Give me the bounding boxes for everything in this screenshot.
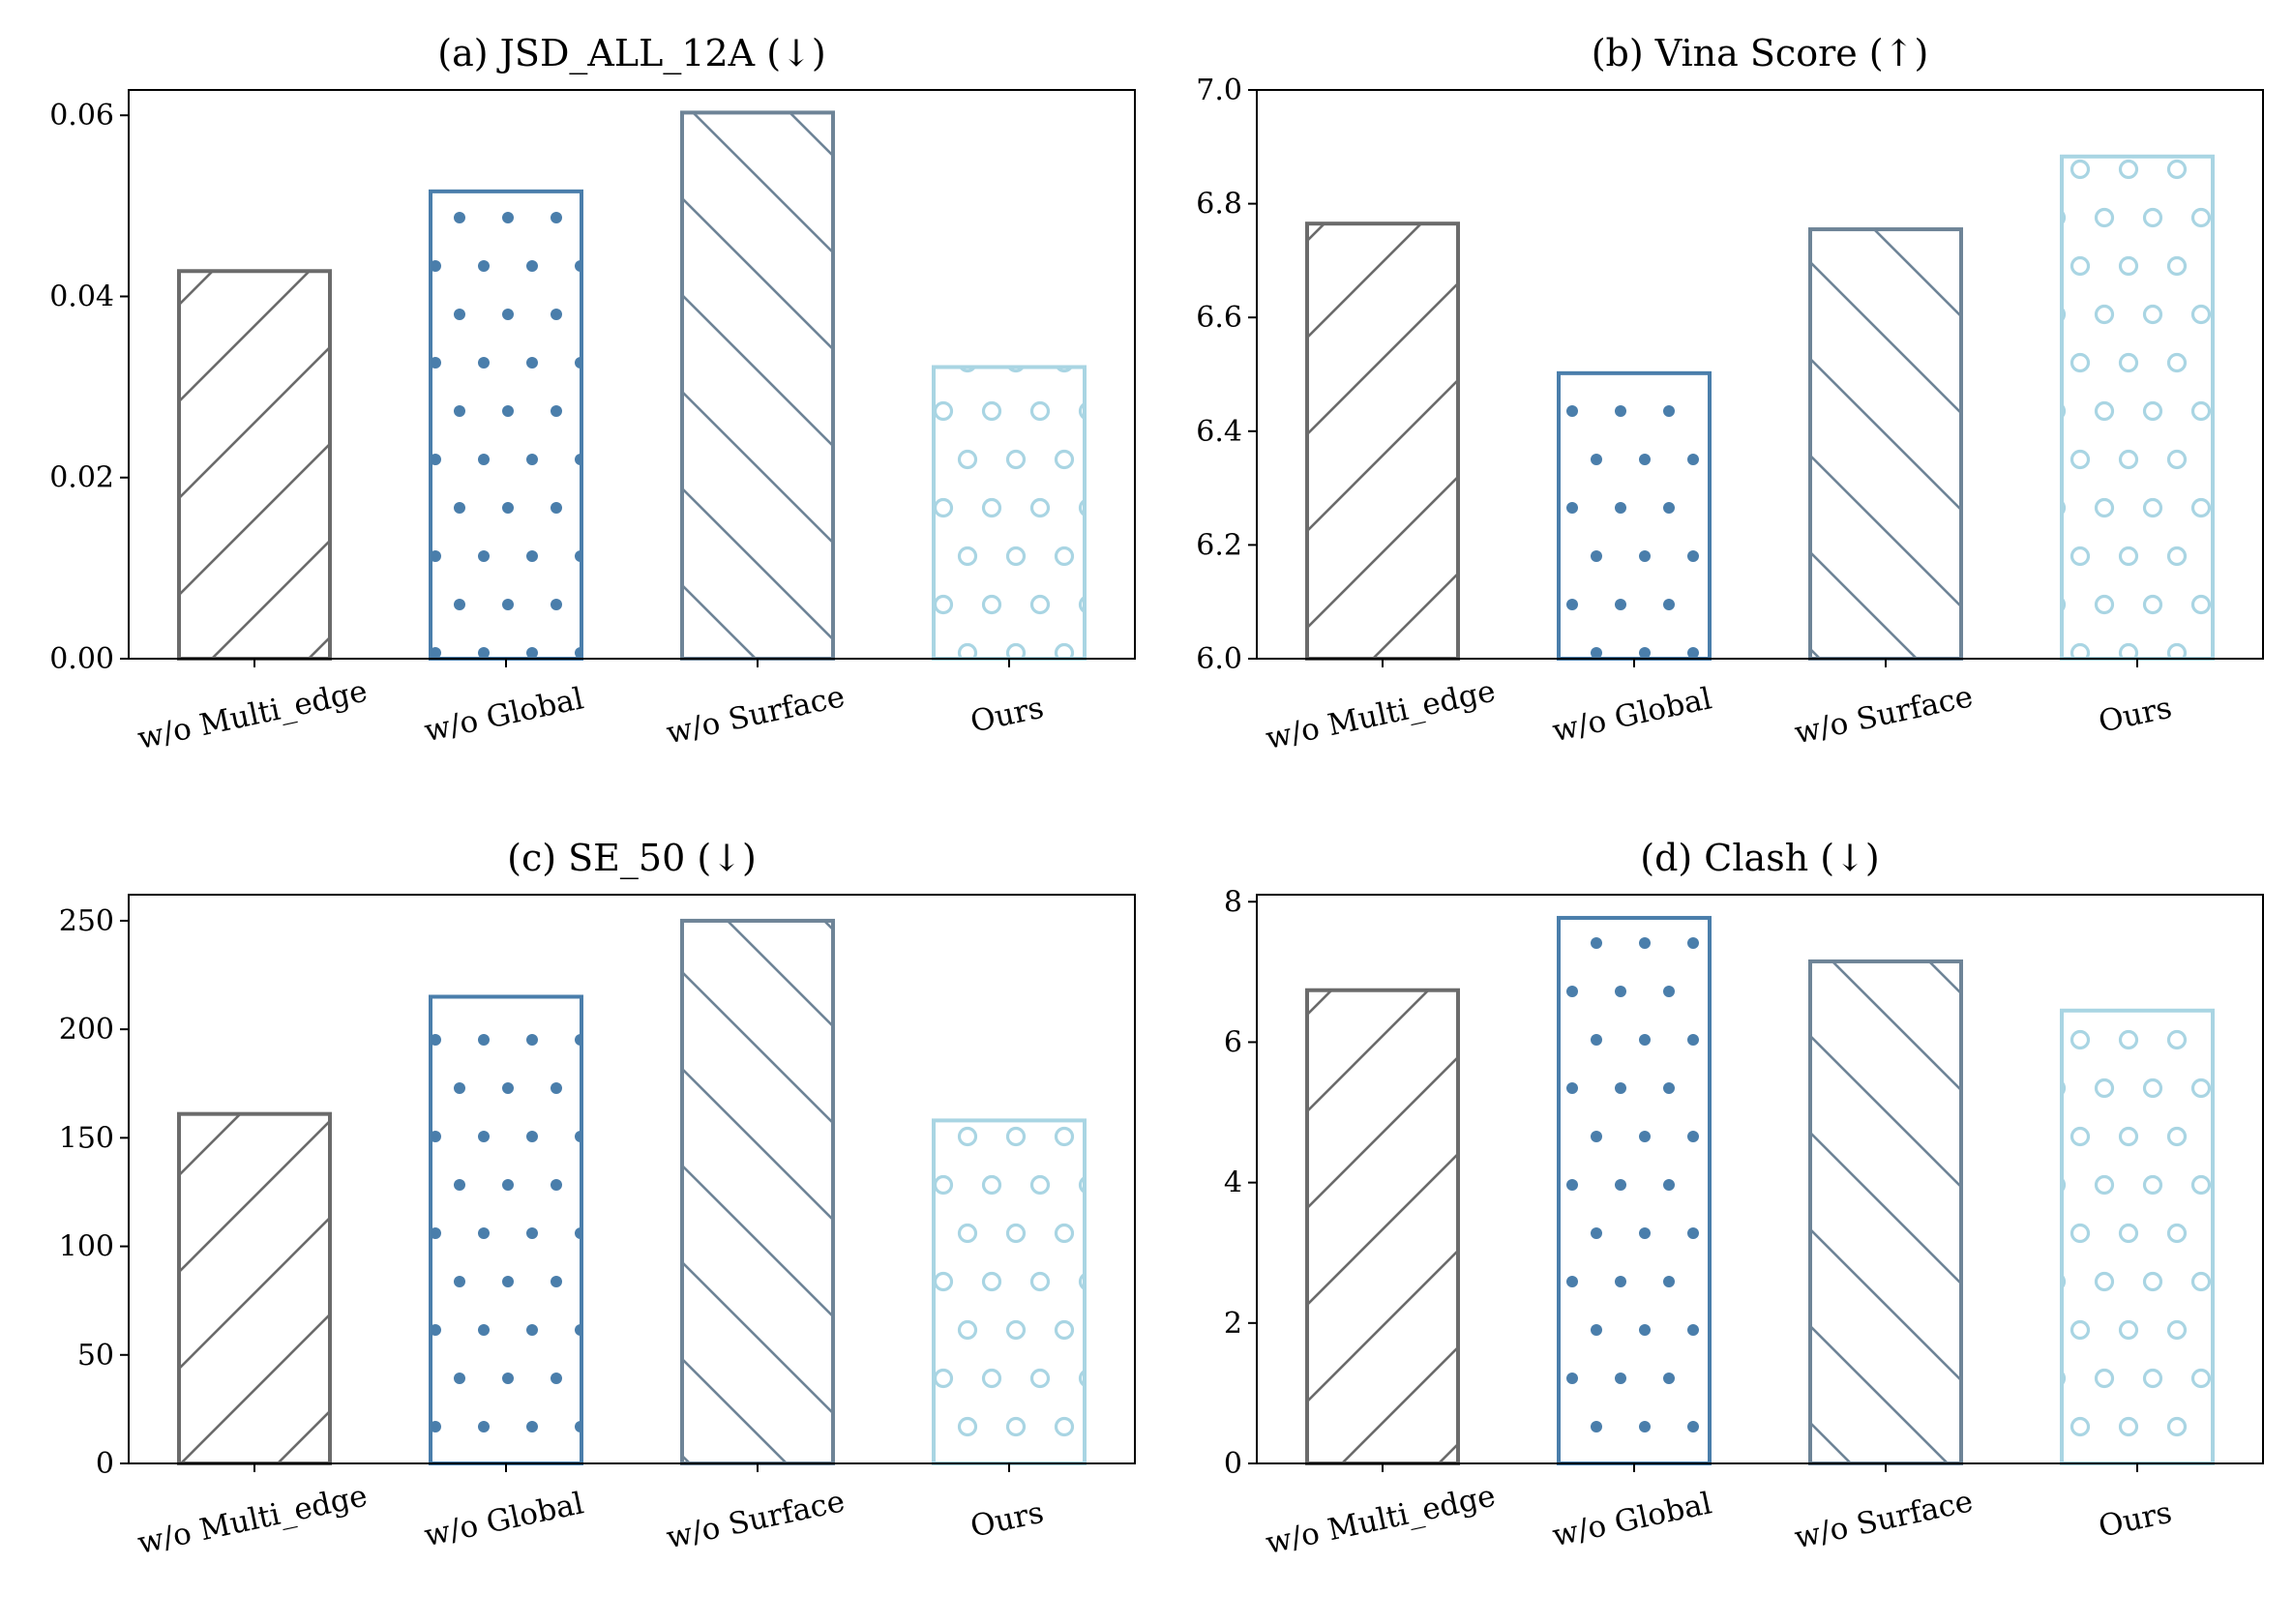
x-tick-label: w/o Surface [1792, 1484, 1977, 1555]
bars [1305, 154, 2215, 661]
bar-ours [932, 365, 1087, 661]
y-axis: 0.00 0.02 0.04 0.06 [49, 99, 129, 676]
y-tick-label: 6.4 [1196, 415, 1242, 449]
y-tick-label: 6.0 [1196, 642, 1242, 676]
x-axis: w/o Multi_edge w/o Global w/o Surface Ours [1263, 659, 2175, 756]
y-tick-label: 8 [1224, 885, 1242, 919]
y-tick-label: 0.04 [49, 280, 114, 313]
x-tick-label: w/o Multi_edge [134, 674, 371, 756]
y-tick-label: 100 [59, 1230, 114, 1264]
y-axis: 0 2 4 6 8 [1224, 885, 1257, 1481]
y-tick-label: 6.2 [1196, 528, 1242, 562]
x-axis: w/o Multi_edge w/o Global w/o Surface Ours [1263, 1463, 2175, 1561]
y-tick-label: 150 [59, 1121, 114, 1155]
chart-panel-d: (d) Clash (↓) 0 2 4 6 8 w/o Multi_edge w/o Gl… [1224, 837, 2264, 1561]
x-tick-label: w/o Surface [1792, 679, 1977, 751]
x-tick-label: Ours [968, 1495, 1047, 1545]
bar-ours [2060, 154, 2215, 661]
y-tick-label: 6 [1224, 1025, 1242, 1059]
x-tick-label: Ours [2096, 691, 2175, 740]
bars [177, 110, 1087, 661]
bar-w-o-multi-edge [177, 1111, 332, 1465]
bar-w-o-global [429, 994, 583, 1466]
y-tick-label: 0.00 [49, 642, 114, 676]
bar-ours [2060, 1008, 2215, 1466]
plot-frame [1256, 894, 2264, 1464]
y-tick-label: 250 [59, 904, 114, 938]
x-axis: w/o Multi_edge w/o Global w/o Surface Ours [134, 659, 1047, 756]
chart-title: (d) Clash (↓) [1640, 837, 1879, 879]
x-tick-label: w/o Multi_edge [1263, 674, 1499, 756]
bars [177, 918, 1087, 1466]
x-tick-label: w/o Multi_edge [1263, 1479, 1499, 1561]
bar-w-o-global [429, 189, 583, 661]
y-axis: 0 50 100 150 200 250 [59, 904, 129, 1481]
chart-panel-a: (a) JSD_ALL_12A (↓) 0.00 0.02 0.04 0.06 w/o… [49, 32, 1136, 756]
chart-panel-c: (c) SE_50 (↓) 0 50 100 150 200 250 w/o Multi_… [59, 837, 1136, 1561]
x-tick-label: w/o Global [421, 1486, 586, 1553]
y-tick-label: 0.02 [49, 461, 114, 495]
chart-title: (b) Vina Score (↑) [1592, 32, 1929, 74]
y-tick-label: 200 [59, 1013, 114, 1047]
y-tick-label: 0 [96, 1447, 114, 1481]
plot-frame [128, 89, 1136, 660]
bar-w-o-multi-edge [1305, 988, 1460, 1466]
x-tick-label: w/o Surface [664, 679, 849, 751]
y-tick-label: 7.0 [1196, 74, 1242, 107]
y-axis: 6.0 6.2 6.4 6.6 6.8 7.0 [1196, 74, 1257, 676]
bar-w-o-surface [1808, 227, 1963, 661]
y-tick-label: 4 [1224, 1166, 1242, 1200]
chart-title: (c) SE_50 (↓) [507, 837, 757, 880]
y-tick-label: 6.6 [1196, 301, 1242, 335]
y-tick-label: 6.8 [1196, 188, 1242, 221]
bar-w-o-surface [680, 918, 835, 1465]
x-tick-label: w/o Surface [664, 1484, 849, 1555]
bar-w-o-global [1557, 915, 1712, 1465]
x-tick-label: w/o Global [421, 681, 586, 749]
plot-frame [128, 894, 1136, 1464]
x-tick-label: w/o Multi_edge [134, 1479, 371, 1561]
bar-w-o-multi-edge [177, 269, 332, 661]
x-tick-label: Ours [2096, 1495, 2175, 1545]
chart-title: (a) JSD_ALL_12A (↓) [437, 32, 825, 75]
bars [1305, 915, 2215, 1466]
x-tick-label: Ours [968, 691, 1047, 740]
plot-frame [1256, 89, 2264, 660]
bar-w-o-surface [1808, 959, 1963, 1465]
bar-w-o-global [1557, 370, 1712, 661]
bar-ours [932, 1118, 1087, 1465]
bar-w-o-multi-edge [1305, 221, 1460, 661]
x-axis: w/o Multi_edge w/o Global w/o Surface Ours [134, 1463, 1047, 1561]
y-tick-label: 50 [77, 1339, 114, 1373]
chart-panel-b: (b) Vina Score (↑) 6.0 6.2 6.4 6.6 6.8 7.0 w/… [1196, 32, 2264, 756]
y-tick-label: 0 [1224, 1447, 1242, 1481]
bar-w-o-surface [680, 110, 835, 661]
y-tick-label: 0.06 [49, 99, 114, 133]
x-tick-label: w/o Global [1549, 1486, 1714, 1553]
x-tick-label: w/o Global [1549, 681, 1714, 749]
y-tick-label: 2 [1224, 1307, 1242, 1341]
